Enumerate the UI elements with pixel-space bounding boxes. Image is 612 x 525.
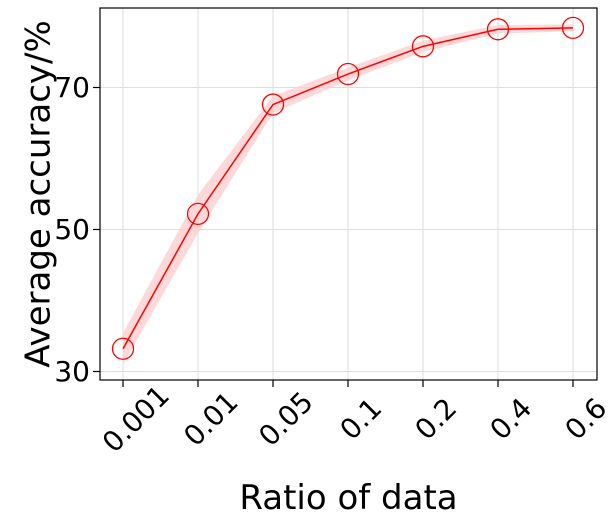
data-point-marker [261,93,285,116]
data-point-marker [411,35,435,58]
x-tick-label: 0.4 [484,392,539,447]
data-point-marker [336,62,360,86]
x-tick-label: 0.1 [334,392,389,447]
y-tick-label: 70 [54,71,90,104]
data-point-marker [561,16,585,40]
grid [100,8,597,380]
data-point-marker [186,202,210,226]
confidence-band [123,24,573,365]
x-tick-label: 0.001 [96,379,176,459]
series-line [122,27,574,350]
confidence-band-layer [123,24,573,365]
data-point-marker [486,18,510,41]
x-tick-label: 0.01 [177,385,244,452]
x-axis-title: Ratio of data [239,478,457,518]
series-layer [111,16,585,360]
x-tick-label: 0.2 [409,392,464,447]
y-tick-label: 50 [54,213,90,246]
x-tick-label: 0.05 [252,385,319,452]
data-point-marker [111,337,135,360]
y-axis: 30 50 70 [54,71,100,388]
y-axis-title: Average accuracy/% [19,20,59,368]
x-axis: 0.001 0.01 0.05 0.1 0.2 0.4 0.6 [96,379,612,459]
x-tick-label: 0.6 [559,392,612,447]
y-tick-label: 30 [54,355,90,388]
